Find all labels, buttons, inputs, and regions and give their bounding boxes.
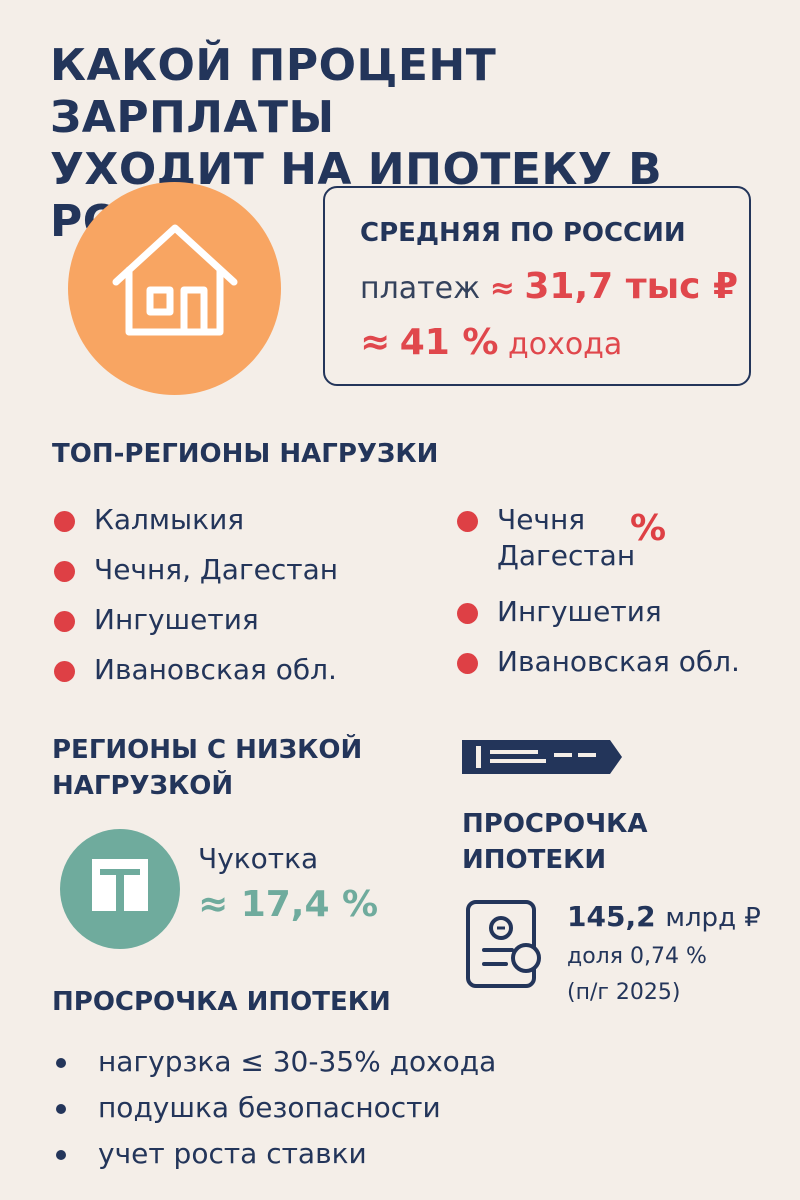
banner-icon	[462, 740, 622, 774]
top-regions-list-right: Чечня Дагестан Ингушетия Ивановская обл.	[455, 502, 740, 694]
payment-value: 31,7 тыс ₽	[524, 266, 739, 307]
bullet-dot	[457, 653, 478, 674]
list-item: нагурзка ≤ 30-35% дохода	[52, 1044, 496, 1090]
low-region-value: ≈ 17,4 %	[198, 884, 379, 925]
bullet-dot	[56, 1058, 66, 1068]
list-item: Ивановская обл.	[455, 644, 740, 694]
overdue-title: ПРОСРОЧКА ИПОТЕКИ	[462, 806, 648, 878]
list-item: Чечня Дагестан	[455, 502, 740, 594]
low-regions-title: РЕГИОНЫ С НИЗКОЙ НАГРУЗКОЙ	[52, 732, 362, 804]
bullet-dot	[54, 511, 75, 532]
low-regions-title-line-1: РЕГИОНЫ С НИЗКОЙ	[52, 735, 363, 765]
tip-text: подушка безопасности	[98, 1091, 441, 1124]
tips-list: нагурзка ≤ 30-35% дохода подушка безопас…	[52, 1044, 496, 1182]
list-item: Ингушетия	[52, 602, 338, 652]
region-name: Ивановская обл.	[497, 645, 740, 678]
region-name: Чечня	[497, 503, 586, 536]
low-region-badge	[60, 829, 180, 949]
bullet-dot	[54, 611, 75, 632]
tip-text: учет роста ставки	[98, 1137, 367, 1170]
bullet-dot	[56, 1150, 66, 1160]
list-item: Ингушетия	[455, 594, 740, 644]
bullet-dot	[457, 511, 478, 532]
list-item: Калмыкия	[52, 502, 338, 552]
payment-label: платеж	[360, 271, 481, 306]
percent-icon: %	[630, 508, 667, 549]
payment-approx: ≈	[489, 271, 515, 306]
house-badge	[68, 182, 281, 395]
house-icon	[112, 224, 238, 336]
region-name-line2: Дагестан	[497, 539, 636, 572]
average-card: СРЕДНЯЯ ПО РОССИИ платеж ≈ 31,7 тыс ₽ ≈ …	[323, 186, 751, 386]
bullet-dot	[54, 561, 75, 582]
overdue-amount-value: 145,2	[567, 900, 656, 933]
share-approx: ≈	[360, 322, 391, 363]
share-suffix: дохода	[507, 327, 623, 362]
average-title: СРЕДНЯЯ ПО РОССИИ	[360, 218, 686, 248]
bullet-dot	[56, 1104, 66, 1114]
overdue-title-line-2: ИПОТЕКИ	[462, 845, 607, 875]
top-regions-title: ТОП-РЕГИОНЫ НАГРУЗКИ	[52, 439, 439, 469]
list-item: Ивановская обл.	[52, 652, 338, 702]
low-regions-title-line-2: НАГРУЗКОЙ	[52, 771, 234, 801]
share-value: 41 %	[399, 322, 499, 363]
bullet-dot	[457, 603, 478, 624]
overdue-period: (п/г 2025)	[567, 980, 681, 1005]
region-name: Калмыкия	[94, 503, 245, 536]
average-payment: платеж ≈ 31,7 тыс ₽	[360, 266, 738, 307]
region-name: Ивановская обл.	[94, 653, 337, 686]
overdue-title-line-1: ПРОСРОЧКА	[462, 809, 648, 839]
overdue-share: доля 0,74 %	[567, 944, 707, 969]
list-item: подушка безопасности	[52, 1090, 496, 1136]
overdue-amount-unit: млрд ₽	[665, 903, 761, 933]
tip-text: нагурзка ≤ 30-35% дохода	[98, 1045, 497, 1078]
tips-title: ПРОСРОЧКА ИПОТЕКИ	[52, 987, 391, 1017]
top-regions-list-left: Калмыкия Чечня, Дагестан Ингушетия Ивано…	[52, 502, 338, 702]
region-name: Ингушетия	[94, 603, 259, 636]
building-icon	[92, 859, 148, 911]
average-share: ≈ 41 % дохода	[360, 322, 622, 363]
document-icon	[466, 900, 541, 988]
region-name: Ингушетия	[497, 595, 662, 628]
region-name: Чечня, Дагестан	[94, 553, 339, 586]
list-item: Чечня, Дагестан	[52, 552, 338, 602]
low-region-name: Чукотка	[198, 842, 319, 875]
title-line-1: КАКОЙ ПРОЦЕНТ ЗАРПЛАТЫ	[50, 40, 497, 143]
overdue-amount: 145,2 млрд ₽	[567, 900, 761, 933]
list-item: учет роста ставки	[52, 1136, 496, 1182]
bullet-dot	[54, 661, 75, 682]
